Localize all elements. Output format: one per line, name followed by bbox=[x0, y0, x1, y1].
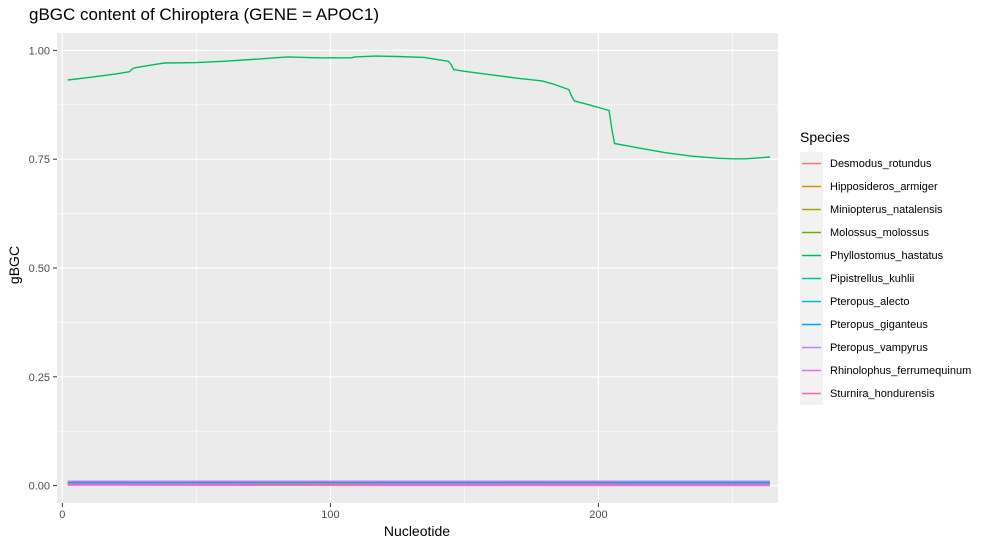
x-tick-label: 0 bbox=[59, 509, 65, 521]
y-tick-label: 0.25 bbox=[29, 372, 50, 384]
legend-label: Desmodus_rotundus bbox=[830, 158, 932, 170]
axes: 0 100 200 0.00 0.25 0.50 0.75 1.00 bbox=[29, 45, 608, 521]
x-tick-label: 200 bbox=[589, 509, 607, 521]
legend-label: Pteropus_vampyrus bbox=[830, 342, 928, 354]
legend-label: Rhinolophus_ferrumequinum bbox=[830, 365, 971, 377]
y-axis-title: gBGC bbox=[6, 246, 22, 284]
series-line-phyllostomus-hastatus bbox=[67, 55, 771, 160]
x-axis-title: Nucleotide bbox=[384, 523, 450, 539]
legend-label: Hipposideros_armiger bbox=[830, 181, 938, 193]
legend-label: Pipistrellus_kuhlii bbox=[830, 273, 914, 285]
series-lines bbox=[67, 55, 771, 487]
legend-label: Phyllostomus_hastatus bbox=[830, 250, 944, 262]
y-tick-label: 0.75 bbox=[29, 154, 50, 166]
legend-title: Species bbox=[800, 129, 850, 145]
chart-title: gBGC content of Chiroptera (GENE = APOC1… bbox=[29, 5, 379, 24]
x-tick-label: 100 bbox=[321, 509, 339, 521]
legend: Species Desmodus_rotundus Hipposideros_ar… bbox=[800, 129, 971, 405]
legend-label: Sturnira_hondurensis bbox=[830, 388, 935, 400]
y-tick-label: 1.00 bbox=[29, 45, 50, 57]
legend-label: Molossus_molossus bbox=[830, 227, 930, 239]
legend-label: Pteropus_alecto bbox=[830, 296, 910, 308]
legend-label: Pteropus_giganteus bbox=[830, 319, 928, 331]
legend-label: Miniopterus_natalensis bbox=[830, 204, 943, 216]
y-tick-label: 0.00 bbox=[29, 481, 50, 493]
y-tick-label: 0.50 bbox=[29, 263, 50, 275]
